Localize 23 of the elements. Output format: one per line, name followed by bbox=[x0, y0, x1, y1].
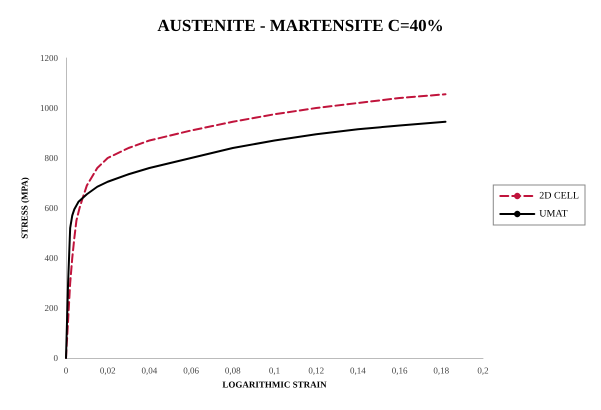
x-tick-label: 0,04 bbox=[142, 366, 158, 376]
x-tick-label: 0,16 bbox=[392, 366, 408, 376]
y-tick-label: 0 bbox=[54, 353, 58, 363]
x-tick-label: 0,02 bbox=[100, 366, 116, 376]
legend-label: UMAT bbox=[539, 208, 568, 220]
x-tick-label: 0,06 bbox=[183, 366, 200, 376]
x-tick-label: 0,08 bbox=[224, 366, 242, 376]
y-tick-label: 800 bbox=[44, 153, 58, 163]
y-tick-label: 200 bbox=[44, 303, 58, 313]
x-tick-label: 0,18 bbox=[433, 366, 450, 376]
legend-label: 2D CELL bbox=[539, 190, 579, 202]
y-tick-label: 600 bbox=[44, 203, 58, 213]
x-tick-label: 0,14 bbox=[350, 366, 366, 376]
chart-title: AUSTENITE - MARTENSITE C=40% bbox=[157, 16, 444, 35]
y-tick-label: 400 bbox=[44, 253, 58, 263]
x-tick-label: 0,1 bbox=[268, 366, 280, 376]
x-tick-label: 0,2 bbox=[477, 366, 489, 376]
y-tick-label: 1000 bbox=[40, 103, 58, 113]
x-tick-label: 0,12 bbox=[308, 366, 324, 376]
x-axis-title: LOGARITHMIC STRAIN bbox=[222, 379, 328, 390]
y-axis-title: STRESS (MPA) bbox=[20, 177, 30, 239]
y-tick-label: 1200 bbox=[40, 53, 58, 63]
x-tick-label: 0 bbox=[64, 366, 69, 376]
